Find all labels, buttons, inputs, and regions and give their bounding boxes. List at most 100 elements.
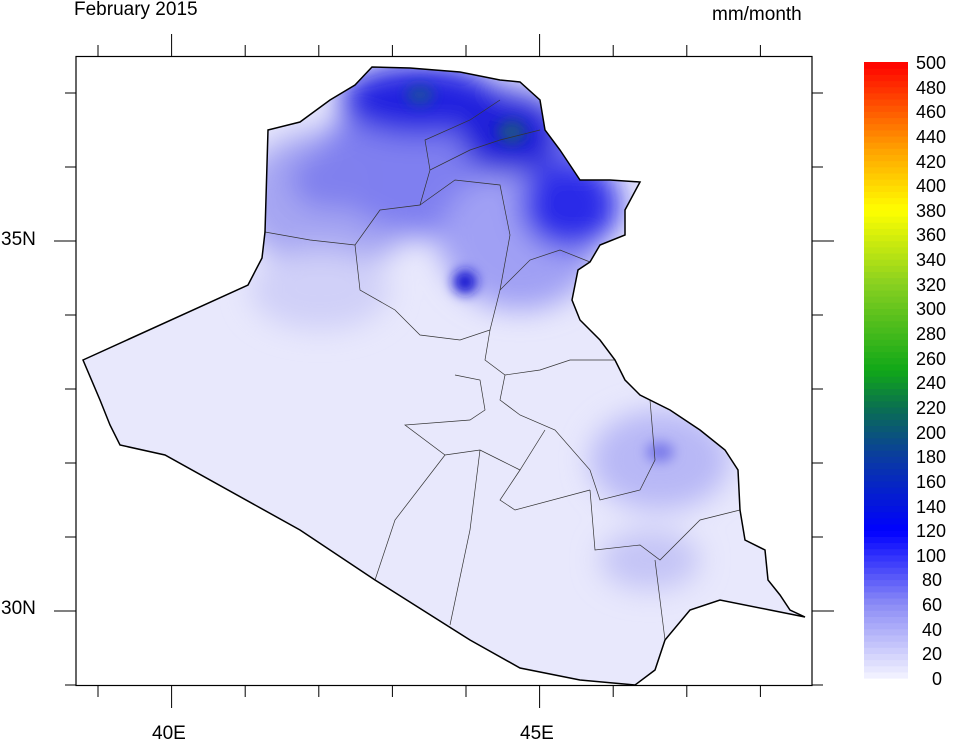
- colorbar-segment: [864, 68, 908, 75]
- colorbar-segment: [864, 339, 908, 346]
- colorbar-segment: [864, 160, 908, 168]
- country-outline: [82, 66, 806, 686]
- colorbar-segment: [864, 622, 908, 630]
- colorbar-segment: [864, 111, 908, 119]
- colorbar-segment: [864, 456, 908, 463]
- colorbar-label: 220: [916, 397, 947, 418]
- colorbar-segment: [864, 302, 908, 309]
- colorbar-segment: [864, 363, 908, 371]
- colorbar-label: 260: [916, 348, 947, 369]
- colorbar-segment: [864, 400, 908, 408]
- colorbar-segment: [864, 665, 908, 673]
- colorbar-label: 400: [916, 176, 947, 197]
- colorbar-segment: [864, 530, 908, 537]
- colorbar-segment: [864, 431, 908, 439]
- colorbar-segment: [864, 505, 908, 513]
- colorbar-segment: [864, 314, 908, 322]
- colorbar-segment: [864, 98, 908, 106]
- colorbar-segment: [864, 148, 908, 155]
- colorbar-segment: [864, 406, 908, 414]
- units-label: mm/month: [712, 4, 802, 25]
- colorbar-segment: [864, 191, 908, 199]
- map-title: February 2015: [74, 0, 198, 20]
- colorbar-segment: [864, 573, 908, 581]
- colorbar-segment: [864, 172, 908, 180]
- colorbar-segment: [864, 394, 908, 402]
- colorbar-segment: [864, 517, 908, 525]
- colorbar-segment: [864, 326, 908, 334]
- colorbar-segment: [864, 234, 908, 242]
- map-frame: [75, 55, 813, 687]
- colorbar-segment: [864, 123, 908, 131]
- colorbar-segment: [864, 548, 908, 556]
- colorbar-segment: [864, 480, 908, 488]
- precip-field: [83, 67, 805, 685]
- colorbar-segment: [864, 105, 908, 112]
- colorbar-segment: [864, 289, 908, 297]
- colorbar-label: 120: [916, 521, 947, 542]
- colorbar-segment: [864, 659, 908, 667]
- colorbar-segment: [864, 653, 908, 661]
- colorbar-label: 60: [922, 595, 943, 616]
- colorbar-segment: [864, 370, 908, 377]
- colorbar-segment: [864, 468, 908, 476]
- y-label-30n: 30N: [1, 598, 36, 619]
- colorbar-segment: [864, 154, 908, 162]
- axis-ticks: [54, 34, 834, 708]
- colorbar-label: 320: [916, 274, 947, 295]
- colorbar-segment: [864, 240, 908, 248]
- colorbar-segment: [864, 437, 908, 445]
- colorbar-segment: [864, 511, 908, 519]
- y-label-35n: 35N: [1, 229, 36, 250]
- colorbar-segment: [864, 388, 908, 396]
- colorbar-segment: [864, 462, 908, 470]
- colorbar-segment: [864, 92, 908, 100]
- x-label-45e: 45E: [520, 723, 554, 744]
- x-label-40e: 40E: [152, 723, 186, 744]
- colorbar-segment: [864, 474, 908, 482]
- colorbar-segment: [864, 222, 908, 229]
- colorbar-segment: [864, 259, 908, 266]
- colorbar-segment: [864, 252, 908, 260]
- colorbar-segment: [864, 597, 908, 605]
- colorbar-segment: [864, 487, 908, 494]
- colorbar-segment: [864, 567, 908, 574]
- colorbar-segment: [864, 443, 908, 451]
- colorbar-segment: [864, 283, 908, 291]
- province-boundaries: [264, 99, 741, 641]
- colorbar-segment: [864, 647, 908, 654]
- colorbar-label: 160: [916, 471, 947, 492]
- colorbar-segment: [864, 499, 908, 507]
- colorbar-segment: [864, 542, 908, 550]
- colorbar-label: 300: [916, 299, 947, 320]
- colorbar-label: 140: [916, 496, 947, 517]
- colorbar-label: 20: [922, 644, 943, 665]
- colorbar-segment: [864, 641, 908, 648]
- colorbar-label: 340: [916, 250, 947, 271]
- colorbar-segment: [864, 271, 908, 279]
- colorbar-segment: [864, 197, 908, 205]
- colorbar-label: 80: [922, 570, 943, 591]
- colorbar-segment: [864, 536, 908, 544]
- colorbar-segment: [864, 616, 908, 624]
- colorbar-segment: [864, 585, 908, 593]
- colorbar-segment: [864, 80, 908, 88]
- colorbar-segment: [864, 117, 908, 125]
- colorbar-segment: [864, 425, 908, 433]
- colorbar-segment: [864, 228, 908, 236]
- colorbar-segment: [864, 320, 908, 328]
- colorbar-segment: [864, 209, 908, 217]
- colorbar-segment: [864, 203, 908, 211]
- colorbar-segment: [864, 62, 908, 69]
- colorbar-segment: [864, 450, 908, 457]
- colorbar-label: 40: [922, 619, 943, 640]
- colorbar-segment: [864, 265, 908, 273]
- colorbar-label: 360: [916, 225, 947, 246]
- colorbar-label: 240: [916, 373, 947, 394]
- colorbar-segment: [864, 413, 908, 420]
- colorbar-label: 460: [916, 102, 947, 123]
- colorbar-label: 200: [916, 422, 947, 443]
- colorbar-segment: [864, 591, 908, 599]
- colorbar-segment: [864, 351, 908, 359]
- colorbar-label: 0: [932, 669, 943, 689]
